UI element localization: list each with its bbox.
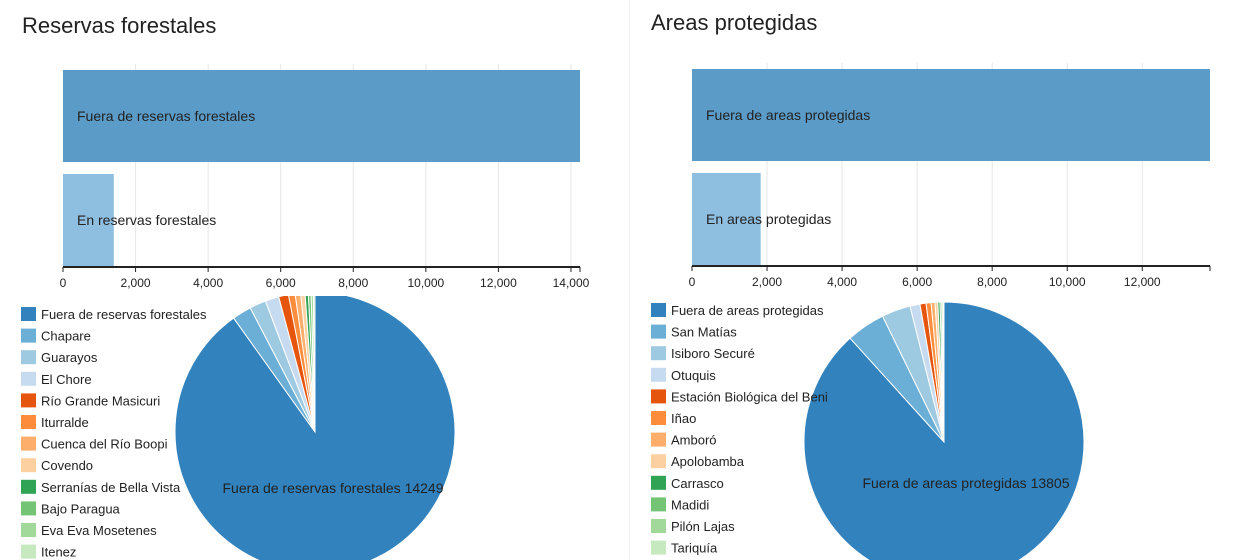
legend-label: Covendo: [41, 458, 93, 473]
legend-label: Itenez: [41, 545, 76, 560]
x-tick-label: 4,000: [193, 276, 223, 290]
slice-cuenca-del-rio-boopi[interactable]: [294, 296, 316, 433]
legend-label: Eva Eva Mosetenes: [41, 523, 157, 538]
legend-swatch: [21, 350, 36, 365]
legend-swatch: [651, 540, 666, 555]
legend-label: Guarayos: [41, 350, 98, 365]
legend-label: Río Grande Masicuri: [41, 393, 160, 408]
legend-label: Madidi: [671, 497, 709, 512]
legend-swatch: [21, 436, 36, 451]
x-tick-label: 10,000: [407, 276, 444, 290]
slice-iturralde[interactable]: [288, 296, 316, 433]
legend-label: Fuera de areas protegidas: [671, 303, 824, 318]
slice-fuera-de-reservas-forestales[interactable]: [174, 296, 456, 560]
legend-label: El Chore: [41, 372, 92, 387]
x-tick-label: 6,000: [902, 275, 932, 289]
slice-covendo[interactable]: [300, 296, 316, 433]
legend-swatch: [651, 303, 666, 317]
bar-label: Fuera de reservas forestales: [77, 108, 255, 124]
legend-swatch: [651, 497, 666, 512]
legend-label: Amboró: [671, 433, 717, 448]
legend-swatch: [21, 544, 36, 559]
bar-en-areas-protegidas[interactable]: [692, 173, 761, 265]
legend-swatch: [21, 415, 36, 429]
legend-swatch: [21, 479, 36, 494]
legend-label: Chapare: [41, 329, 91, 344]
pie-chart-reservas: Fuera de reservas forestales Chapare Guara…: [21, 296, 456, 560]
pie-chart-areas: Fuera de areas protegidas San Matías Isibo…: [651, 301, 1085, 560]
legend-swatch: [21, 307, 36, 321]
slice-serranias-de-bella-vista[interactable]: [304, 296, 316, 433]
x-tick-label: 2,000: [121, 276, 151, 290]
legend-swatch: [651, 475, 666, 490]
panel-areas-protegidas: Areas protegidas Fuera de areas protegid…: [630, 0, 1259, 560]
x-tick-label: 2,000: [752, 275, 782, 289]
legend-label: Apolobamba: [671, 454, 745, 469]
legend-label: Iturralde: [41, 415, 89, 430]
panel-title: Reservas forestales: [22, 13, 217, 38]
pie-data-label: Fuera de reservas forestales 14249: [222, 480, 443, 496]
legend-swatch: [651, 367, 666, 382]
x-tick-label: 12,000: [480, 276, 517, 290]
legend-swatch: [651, 389, 666, 404]
x-tick-label: 6,000: [266, 276, 296, 290]
legend-swatch: [21, 523, 36, 537]
bar-chart-areas: Fuera de areas protegidas En areas proteg…: [689, 63, 1211, 289]
legend-swatch: [21, 371, 36, 386]
x-tick-label: 8,000: [977, 275, 1007, 289]
slice-tariquia[interactable]: [942, 301, 945, 443]
bar-chart-reservas: Fuera de reservas forestales En reservas …: [60, 64, 590, 290]
slice-eva-eva-mosetenes[interactable]: [310, 296, 316, 433]
legend-label: Serranías de Bella Vista: [41, 480, 181, 495]
x-tick-label: 14,000: [553, 276, 590, 290]
pie-data-label: Fuera de areas protegidas 13805: [862, 475, 1069, 491]
bar-label: En areas protegidas: [706, 211, 831, 227]
legend-swatch: [21, 328, 36, 343]
slice-bajo-paragua[interactable]: [308, 296, 316, 433]
legend-label: Carrasco: [671, 476, 724, 491]
legend-label: Iñao: [671, 411, 696, 426]
legend-swatch: [651, 411, 666, 425]
legend-label: San Matías: [671, 325, 737, 340]
bar-label: Fuera de areas protegidas: [706, 107, 870, 123]
legend-label: Cuenca del Río Boopi: [41, 437, 168, 452]
legend-swatch: [21, 393, 36, 408]
bar-en-reservas-forestales[interactable]: [63, 174, 114, 266]
panel-reservas-forestales: Reservas forestales Fuera de reservas fo…: [0, 0, 629, 560]
legend-label: Fuera de reservas forestales: [41, 307, 207, 322]
legend-swatch: [21, 501, 36, 516]
legend-label: Pilón Lajas: [671, 519, 735, 534]
legend-swatch: [651, 519, 666, 533]
legend-label: Tariquía: [671, 541, 718, 556]
bar-fuera-de-areas-protegidas[interactable]: [692, 69, 1210, 161]
panel-divider: [629, 0, 630, 560]
slice-itenez[interactable]: [312, 296, 316, 433]
panel-title: Areas protegidas: [651, 10, 818, 35]
bar-fuera-de-reservas-forestales[interactable]: [63, 70, 580, 162]
legend-label: Estación Biológica del Beni: [671, 389, 828, 404]
legend-label: Otuquis: [671, 368, 716, 383]
legend-swatch: [21, 458, 36, 473]
x-tick-label: 12,000: [1124, 275, 1161, 289]
legend-swatch: [651, 324, 666, 339]
x-tick-label: 10,000: [1049, 275, 1086, 289]
x-tick-label: 4,000: [827, 275, 857, 289]
legend-label: Isiboro Securé: [671, 346, 755, 361]
x-tick-label: 0: [689, 275, 696, 289]
x-tick-label: 0: [60, 276, 67, 290]
bar-label: En reservas forestales: [77, 212, 216, 228]
x-tick-label: 8,000: [338, 276, 368, 290]
legend-label: Bajo Paragua: [41, 501, 121, 516]
slice-fuera-de-areas-protegidas[interactable]: [803, 301, 1085, 560]
legend-swatch: [651, 346, 666, 361]
slice-rio-grande-masicuri[interactable]: [278, 296, 316, 433]
legend-swatch: [651, 454, 666, 469]
legend-swatch: [651, 432, 666, 447]
